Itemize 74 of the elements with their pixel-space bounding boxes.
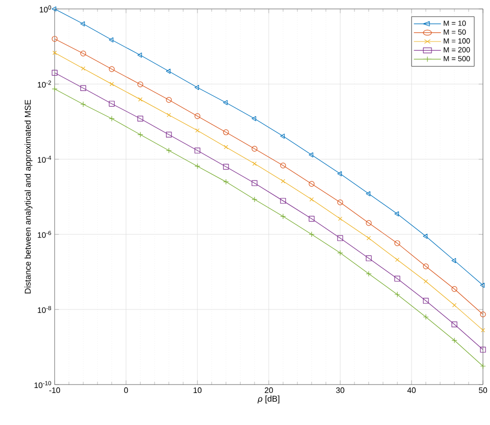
point xyxy=(422,234,428,239)
point xyxy=(108,116,115,122)
point xyxy=(422,263,429,270)
point xyxy=(394,240,400,246)
point xyxy=(308,152,314,158)
point xyxy=(108,66,115,72)
y-axis-title: Distance between analytical and approximated MSE xyxy=(24,100,32,294)
point xyxy=(308,216,315,222)
point xyxy=(194,84,200,90)
point xyxy=(195,128,200,132)
point xyxy=(338,216,342,221)
point xyxy=(108,37,114,42)
point xyxy=(452,321,458,328)
point xyxy=(337,199,344,206)
point xyxy=(166,112,171,117)
point xyxy=(80,101,86,107)
point xyxy=(252,116,256,122)
point xyxy=(366,270,372,277)
point xyxy=(280,162,286,168)
point xyxy=(194,113,200,119)
point xyxy=(337,171,342,176)
point xyxy=(337,250,344,256)
point xyxy=(280,178,286,184)
point xyxy=(194,148,200,154)
point xyxy=(424,279,428,284)
point xyxy=(81,66,86,70)
point xyxy=(108,100,115,106)
x-axis-title: ρ [dB] xyxy=(258,395,280,404)
point xyxy=(337,235,344,241)
point xyxy=(422,314,429,320)
point xyxy=(452,286,458,292)
point xyxy=(366,255,372,262)
point xyxy=(366,236,371,240)
point xyxy=(366,220,372,226)
point xyxy=(166,148,172,154)
point xyxy=(110,82,114,86)
point xyxy=(223,164,229,170)
point xyxy=(252,146,258,152)
point xyxy=(452,258,456,263)
point xyxy=(138,97,142,102)
point xyxy=(252,180,258,186)
point xyxy=(52,70,58,76)
point xyxy=(394,276,400,282)
point xyxy=(194,163,200,169)
point xyxy=(137,116,144,122)
point xyxy=(223,178,229,185)
point xyxy=(80,21,85,26)
point xyxy=(280,198,286,204)
point xyxy=(452,302,457,308)
point xyxy=(80,85,86,91)
point xyxy=(480,346,486,352)
point xyxy=(308,180,315,187)
point xyxy=(166,68,170,74)
point xyxy=(223,100,228,106)
point xyxy=(137,52,142,58)
point xyxy=(452,337,458,344)
point xyxy=(394,291,400,298)
point xyxy=(308,231,315,238)
point xyxy=(394,211,399,216)
point xyxy=(137,132,144,138)
point xyxy=(166,132,172,138)
point xyxy=(366,191,370,196)
point xyxy=(224,144,228,150)
point xyxy=(310,197,314,202)
point xyxy=(280,133,285,139)
point xyxy=(252,161,257,166)
point xyxy=(422,298,429,304)
point xyxy=(223,129,229,136)
point xyxy=(166,96,172,103)
point xyxy=(252,196,258,202)
point xyxy=(395,258,400,262)
point xyxy=(280,213,286,220)
point xyxy=(137,81,144,88)
point xyxy=(80,50,86,56)
